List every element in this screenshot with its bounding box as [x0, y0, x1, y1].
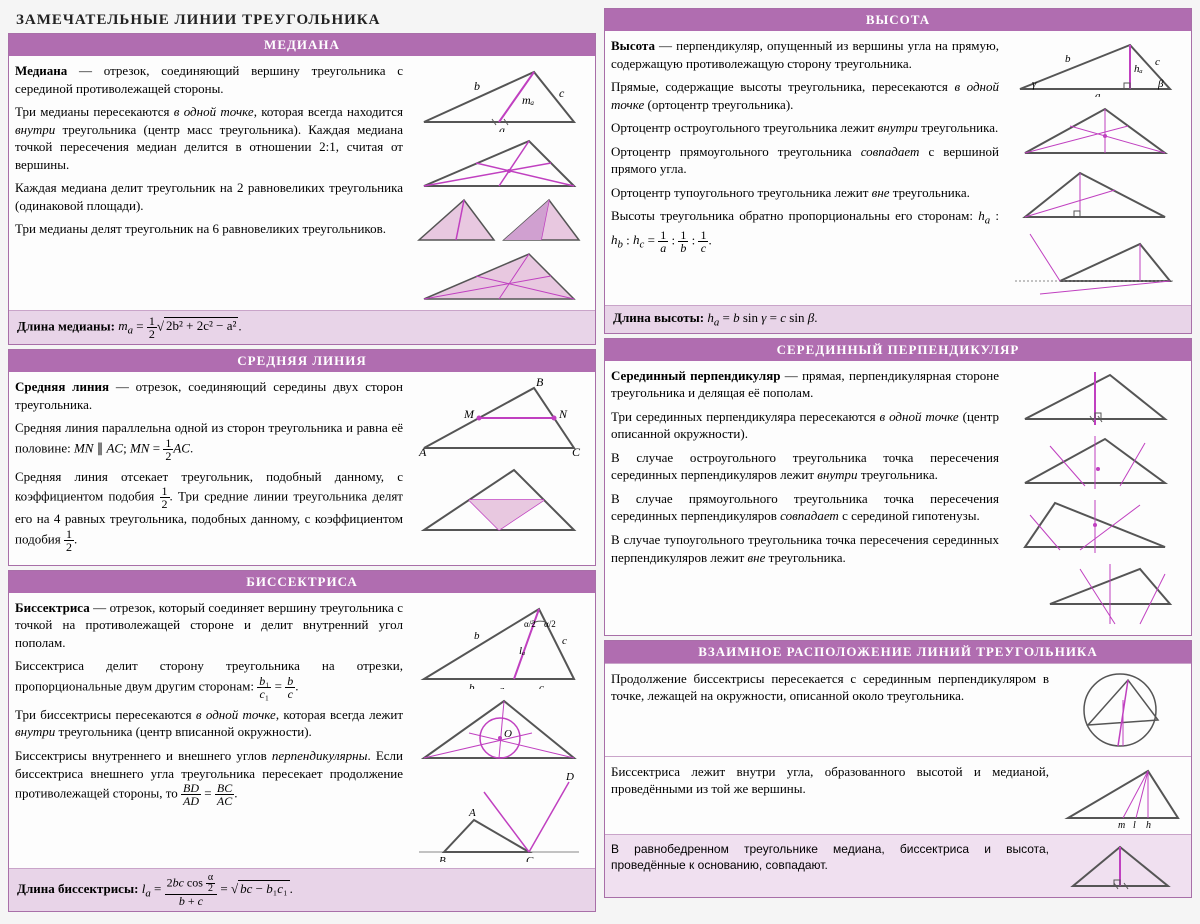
section-midline: СРЕДНЯЯ ЛИНИЯ Средняя линия — отрезок, с…: [8, 349, 596, 566]
fig-bis-2: O: [414, 693, 584, 768]
median-p4: Три медианы делят треугольник на 6 равно…: [15, 220, 403, 238]
median-header: МЕДИАНА: [9, 34, 595, 56]
svg-text:a: a: [499, 684, 505, 689]
section-median: МЕДИАНА Медиана — отрезок, соединяющий в…: [8, 33, 596, 345]
svg-text:b: b: [1065, 53, 1071, 65]
fig-perp-3: [1010, 495, 1180, 555]
svg-text:M: M: [463, 407, 475, 421]
section-perpbisector: СЕРЕДИННЫЙ ПЕРПЕНДИКУЛЯР Серединный перп…: [604, 338, 1192, 636]
median-term: Медиана: [15, 63, 67, 78]
altitude-header: ВЫСОТА: [605, 9, 1191, 31]
fig-median-3: [414, 195, 584, 245]
svg-text:h: h: [1146, 820, 1151, 828]
svg-text:γ: γ: [1032, 78, 1037, 90]
perp-header: СЕРЕДИННЫЙ ПЕРПЕНДИКУЛЯР: [605, 339, 1191, 361]
svg-text:a: a: [499, 123, 505, 132]
fig-midline-2: [414, 462, 584, 537]
svg-text:c: c: [559, 86, 565, 100]
fig-perp-2: [1010, 431, 1180, 491]
svg-text:α/2: α/2: [524, 619, 536, 629]
relation-p3: В равнобедренном треугольнике медиана, б…: [611, 841, 1049, 891]
svg-text:m: m: [1118, 820, 1125, 828]
svg-text:c: c: [1155, 56, 1160, 68]
fig-bis-3: A B C D: [414, 772, 584, 862]
relation-p2: Биссектриса лежит внутри угла, образован…: [611, 763, 1049, 828]
svg-text:α/2: α/2: [544, 619, 556, 629]
svg-text:b₁: b₁: [469, 682, 479, 689]
svg-text:β: β: [1157, 78, 1164, 90]
svg-text:B: B: [536, 378, 544, 389]
relation-p1: Продолжение биссектрисы пересекается с с…: [611, 670, 1049, 750]
svg-text:O: O: [504, 728, 512, 740]
fig-rel-2: m l h: [1058, 763, 1183, 828]
median-def: — отрезок, соединяющий вершину треугольн…: [15, 63, 403, 96]
svg-text:l: l: [1133, 820, 1136, 828]
svg-text:C: C: [526, 855, 534, 862]
svg-text:b: b: [474, 79, 480, 93]
fig-alt-3: [1010, 165, 1180, 225]
svg-text:b: b: [474, 630, 480, 642]
fig-midline-1: A B C M N: [414, 378, 584, 458]
svg-text:A: A: [468, 807, 476, 819]
svg-text:lₐ: lₐ: [519, 645, 525, 657]
fig-rel-3: [1058, 841, 1183, 891]
median-p3: Каждая медиана делит треугольник на 2 ра…: [15, 179, 403, 214]
fig-median-2: [414, 136, 584, 191]
fig-median-4: [414, 249, 584, 304]
fig-median-1: b c a mₐ: [414, 62, 584, 132]
fig-perp-1: [1010, 367, 1180, 427]
svg-text:D: D: [565, 772, 574, 783]
fig-alt-4: [1010, 229, 1180, 299]
section-bisector: БИССЕКТРИСА Биссектриса — отрезок, котор…: [8, 570, 596, 912]
section-relation: ВЗАИМНОЕ РАСПОЛОЖЕНИЕ ЛИНИЙ ТРЕУГОЛЬНИКА…: [604, 640, 1192, 898]
svg-text:c₁: c₁: [539, 682, 548, 689]
midline-header: СРЕДНЯЯ ЛИНИЯ: [9, 350, 595, 372]
altitude-formula: Длина высоты: ha = b sin γ = c sin β.: [605, 305, 1191, 333]
fig-perp-4: [1010, 559, 1180, 629]
median-formula: Длина медианы: ma = 12√2b² + 2c² − a².: [9, 310, 595, 344]
relation-header: ВЗАИМНОЕ РАСПОЛОЖЕНИЕ ЛИНИЙ ТРЕУГОЛЬНИКА: [605, 641, 1191, 663]
fig-rel-1: [1058, 670, 1183, 750]
fig-alt-1: b c a hₐ γ β: [1010, 37, 1180, 97]
svg-text:hₐ: hₐ: [1134, 63, 1143, 75]
fig-bis-1: b c b₁ c₁ lₐ a α/2 α/2: [414, 599, 584, 689]
svg-text:C: C: [572, 445, 581, 458]
fig-alt-2: [1010, 101, 1180, 161]
svg-text:B: B: [439, 855, 446, 862]
svg-text:N: N: [558, 407, 568, 421]
bisector-formula: Длина биссектрисы: la = 2bc cos α2b + c …: [9, 868, 595, 911]
svg-text:a: a: [1095, 90, 1101, 97]
main-title: ЗАМЕЧАТЕЛЬНЫЕ ЛИНИИ ТРЕУГОЛЬНИКА: [8, 8, 596, 33]
section-altitude: ВЫСОТА Высота — перпендикуляр, опущенный…: [604, 8, 1192, 334]
svg-text:c: c: [562, 635, 567, 647]
svg-text:A: A: [418, 445, 427, 458]
svg-text:mₐ: mₐ: [522, 93, 535, 107]
bisector-header: БИССЕКТРИСА: [9, 571, 595, 593]
